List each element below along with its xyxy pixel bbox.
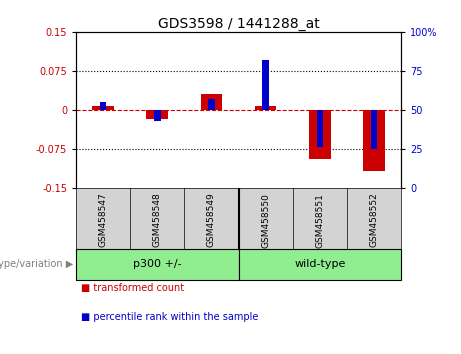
Text: GSM458552: GSM458552 <box>369 193 378 247</box>
Text: GSM458547: GSM458547 <box>99 193 108 247</box>
Bar <box>92 105 114 110</box>
Text: GSM458550: GSM458550 <box>261 193 270 247</box>
Bar <box>262 60 269 110</box>
Text: p300 +/-: p300 +/- <box>133 259 182 269</box>
Text: ■ transformed count: ■ transformed count <box>81 283 184 293</box>
Bar <box>147 110 168 119</box>
Bar <box>154 110 160 121</box>
Text: genotype/variation ▶: genotype/variation ▶ <box>0 259 73 269</box>
Bar <box>317 110 323 147</box>
Text: GSM458548: GSM458548 <box>153 193 162 247</box>
Bar <box>100 102 106 110</box>
Text: GSM458549: GSM458549 <box>207 193 216 247</box>
Bar <box>208 99 215 110</box>
Bar <box>309 110 331 159</box>
Text: wild-type: wild-type <box>294 259 345 269</box>
Bar <box>255 105 277 110</box>
Bar <box>371 110 377 149</box>
Title: GDS3598 / 1441288_at: GDS3598 / 1441288_at <box>158 17 319 31</box>
Bar <box>201 94 222 110</box>
FancyBboxPatch shape <box>239 249 401 280</box>
Bar <box>363 110 385 171</box>
FancyBboxPatch shape <box>76 249 239 280</box>
Text: GSM458551: GSM458551 <box>315 193 325 247</box>
Text: ■ percentile rank within the sample: ■ percentile rank within the sample <box>81 312 258 321</box>
